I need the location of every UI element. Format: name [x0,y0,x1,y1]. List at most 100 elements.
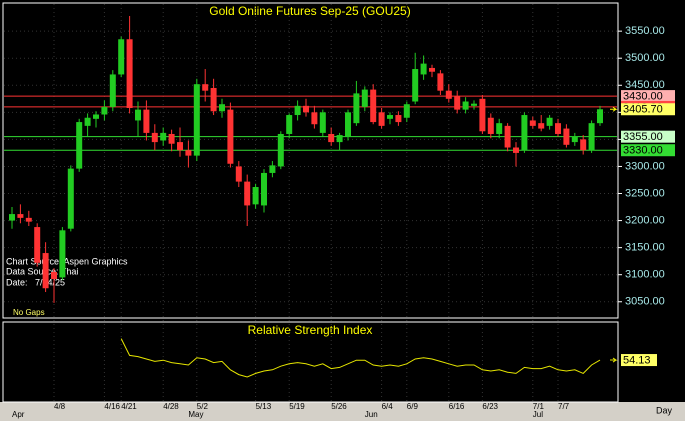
y-tick-label: 3500.00 [625,52,665,64]
candle-body [17,214,24,218]
candle-body [210,87,217,112]
x-tick-label: 7/1 [533,402,545,411]
candle-body [118,39,125,75]
candle-body [101,106,108,115]
x-tick-label: 4/28 [163,402,179,411]
candle-body [93,114,99,119]
candle-body [361,89,368,107]
candle-body [34,227,41,263]
candle-body [319,112,326,133]
rsi-box [621,354,657,367]
y-tick-label: 3150.00 [625,242,665,254]
candle-body [303,105,309,113]
candle-body [563,128,570,145]
x-tick-label: 6/4 [382,402,394,411]
candle-body [177,142,183,151]
y-tick-label: 3050.00 [625,296,665,308]
candle-body [294,105,301,116]
candle-body [496,123,503,134]
candle-body [193,84,200,156]
rsi-arrow [610,357,618,363]
candle-body [454,96,461,110]
candle-body [328,133,335,143]
candle-body [151,132,158,143]
x-tick-label: 4/8 [54,402,66,411]
level-label: 3330.00 [623,145,663,157]
candle-body [420,63,427,75]
candle-body [76,122,83,169]
chart-title: Gold Online Futures Sep-25 (GOU25) [209,4,410,18]
candle-body [353,93,360,124]
candle-body [126,39,133,108]
candle-body [235,166,242,182]
rsi-frame [2,321,619,403]
candle-body [244,181,251,206]
candle-body [143,109,150,133]
candle-body [504,125,511,148]
period: Day [656,405,673,415]
candle-body [588,123,595,151]
gaps-note: No Gaps [13,308,45,317]
candle-body [429,67,435,72]
x-tick-label: 5/13 [256,402,272,411]
level-box [621,90,675,103]
y-tick-label: 3250.00 [625,187,665,199]
candle-body [479,98,486,132]
x-tick-label: 5/19 [289,402,305,411]
candle-body [67,168,74,229]
x-tick-label: 4/21 [121,402,137,411]
candle-body [513,147,519,153]
rsi-value-label: 54.13 [623,354,651,366]
candle-body [252,187,259,205]
period-label: Jul [533,410,543,419]
candle-body [84,117,91,126]
candle-body [345,112,351,137]
level-box [621,130,675,143]
x-tick-label: 6/9 [407,402,419,411]
candle-body [277,133,284,167]
candle-body [529,120,536,126]
candle-body [471,103,477,106]
candle-body [370,89,377,123]
x-tick-label: 6/16 [449,402,465,411]
candle-body [378,112,385,126]
x-tick-label: 5/2 [197,402,209,411]
candle-body [462,101,469,110]
candle-body [135,109,141,121]
period-label: Apr [12,410,25,419]
rsi-title: Relative Strength Index [248,323,373,337]
candle-body [51,271,57,280]
rsi-line [120,338,601,378]
candle-body [387,115,393,119]
candle-body [227,109,234,164]
period-label: Jun [365,410,378,419]
candle-body [160,132,167,141]
level-label: 3430.00 [623,90,663,102]
candle-body [269,165,276,173]
candle-body [9,214,15,221]
level-arrow [610,106,618,112]
x-tick-label: 6/23 [482,402,498,411]
candle-body [403,104,410,118]
candle-body [412,69,419,102]
candle-body [445,90,452,99]
x-tick-label: 5/26 [331,402,347,411]
y-tick-label: 3550.00 [625,25,665,37]
level-label: 3355.00 [623,131,663,143]
candle-body [286,115,293,134]
level-box [621,144,675,157]
x-axis-strip [0,402,685,421]
note: Chart Source: Aspen Graphics [6,256,128,266]
candle-body [580,139,587,151]
y-tick-label: 3100.00 [625,269,665,281]
candle-body [571,136,578,143]
candle-body [437,73,444,91]
note: Date: 7/14/25 [6,277,65,287]
x-tick-label: 4/16 [104,402,120,411]
y-tick-label: 3450.00 [625,79,665,91]
candle-body [42,253,49,289]
candle-body [202,84,209,91]
x-tick-label: 7/7 [558,402,570,411]
y-tick-label: 3300.00 [625,160,665,172]
